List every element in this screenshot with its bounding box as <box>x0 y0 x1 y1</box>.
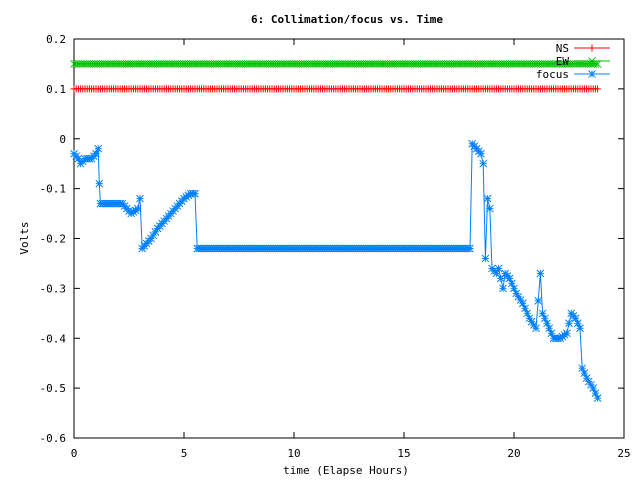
data-point <box>536 269 545 278</box>
data-point <box>94 144 103 153</box>
series-line <box>73 142 599 399</box>
y-tick-label: -0.1 <box>40 183 67 196</box>
y-axis: 0.2 0.1 0 -0.1 -0.2 -0.3 -0.4 -0.5 -0.6 <box>40 33 624 445</box>
series-focus <box>70 139 602 402</box>
x-axis-label: time (Elapse Hours) <box>283 464 409 477</box>
y-tick-label: -0.2 <box>40 233 67 246</box>
data-point <box>483 194 492 203</box>
x-tick-label: 20 <box>507 447 520 460</box>
legend-label: focus <box>536 68 569 81</box>
x-axis: 0 5 10 15 20 25 <box>71 39 631 460</box>
legend-label: EW <box>556 55 570 68</box>
y-tick-label: -0.5 <box>40 382 67 395</box>
data-point <box>95 179 104 188</box>
data-point <box>499 284 507 293</box>
data-point <box>576 324 584 333</box>
data-point <box>562 329 571 338</box>
data-point <box>479 159 488 168</box>
data-point <box>525 314 534 323</box>
data-point <box>594 85 602 93</box>
x-tick-label: 5 <box>181 447 188 460</box>
data-point <box>494 264 503 273</box>
y-tick-label: -0.3 <box>40 282 67 295</box>
legend-marker <box>588 70 596 78</box>
data-point <box>507 279 516 288</box>
legend-label: NS <box>556 42 569 55</box>
data-point <box>133 204 142 213</box>
data-point <box>565 319 573 328</box>
y-tick-label: -0.4 <box>40 332 67 345</box>
x-tick-label: 10 <box>287 447 300 460</box>
legend-marker <box>588 57 596 65</box>
data-point <box>534 296 543 305</box>
chart-title: 6: Collimation/focus vs. Time <box>251 13 443 26</box>
data-point <box>593 394 602 402</box>
y-axis-label: Volts <box>18 221 31 254</box>
y-tick-label: 0.2 <box>46 33 66 46</box>
data-point <box>485 204 494 213</box>
data-point <box>593 60 602 68</box>
legend-marker <box>588 44 596 52</box>
data-point <box>481 254 490 263</box>
data-point <box>516 296 525 304</box>
data-point <box>191 189 199 198</box>
series-ns <box>70 85 602 93</box>
x-tick-label: 0 <box>71 447 78 460</box>
y-tick-label: -0.6 <box>40 432 67 445</box>
y-tick-label: 0 <box>59 133 66 146</box>
y-tick-label: 0.1 <box>46 83 66 96</box>
series-layer <box>70 60 602 402</box>
data-point <box>466 244 474 253</box>
data-point <box>151 227 160 236</box>
data-point <box>477 149 485 158</box>
data-point <box>136 194 144 203</box>
x-tick-label: 15 <box>397 447 410 460</box>
series-ew <box>70 60 602 68</box>
data-point <box>532 324 540 333</box>
x-tick-label: 25 <box>617 447 630 460</box>
